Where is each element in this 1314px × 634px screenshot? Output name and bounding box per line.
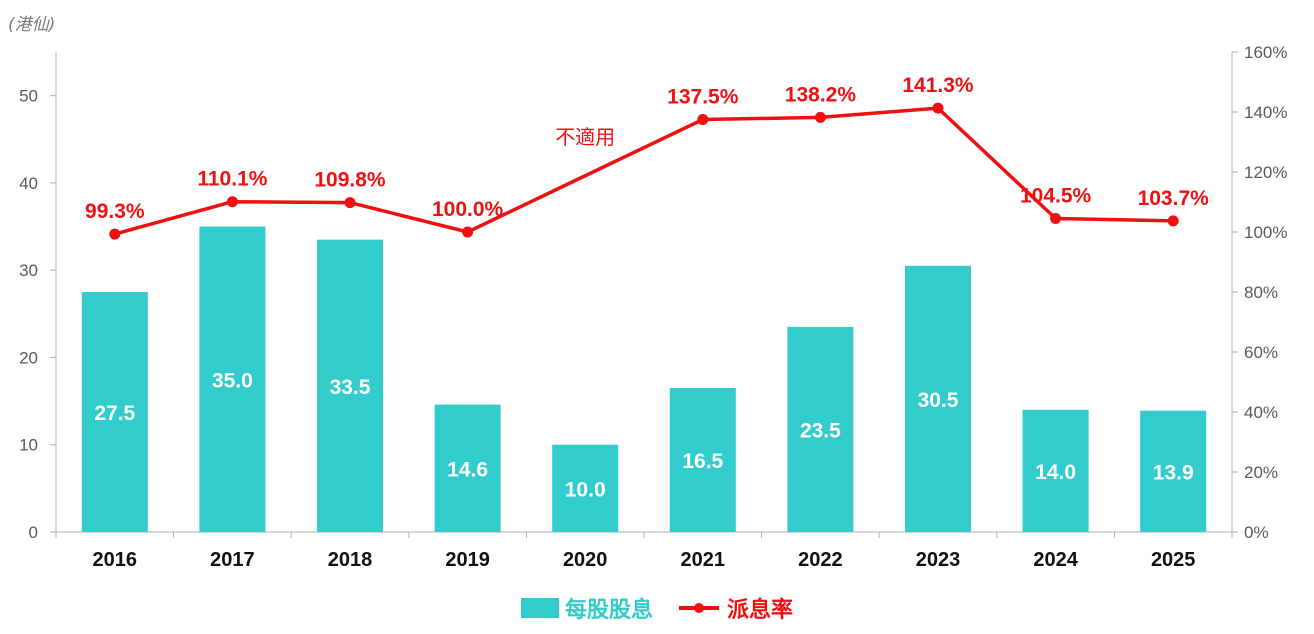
payout-data-label: 138.2% [785, 83, 857, 106]
bar-data-label: 27.5 [94, 402, 135, 425]
bar-data-label: 30.5 [918, 389, 959, 412]
bar [669, 388, 736, 532]
bar-data-label: 14.0 [1035, 461, 1076, 484]
x-tick-label: 2025 [1151, 549, 1196, 571]
x-tick-label: 2024 [1033, 549, 1078, 571]
y-right-tick-label: 40% [1244, 403, 1278, 422]
x-axis-labels: 2016 2017 2018 2019 2020 2021 2022 2023 2024 2025 [93, 549, 1196, 571]
y-left-tick-label: 50 [19, 87, 38, 106]
payout-data-label: 110.1% [197, 168, 267, 191]
x-tick-label: 2020 [563, 549, 608, 571]
legend-line-icon [679, 603, 719, 613]
payout-point [226, 196, 238, 208]
bar [81, 292, 148, 532]
legend-label-payout: 派息率 [727, 598, 794, 623]
y-right-tick-label: 60% [1244, 343, 1278, 362]
y-left-tick-label: 10 [19, 436, 38, 455]
payout-data-label: 104.5% [1020, 185, 1092, 208]
y-left-tick-label: 0 [29, 523, 38, 542]
unit-label: (港仙) [8, 15, 56, 35]
payout-point [697, 114, 709, 125]
y-left-tick-label: 30 [19, 261, 38, 280]
bar-data-label: 35.0 [212, 369, 253, 392]
payout-data-label: 不適用 [555, 126, 615, 149]
bar [905, 265, 971, 532]
bar-labels: 27.5 35.0 33.5 14.6 10.0 16.5 23.5 30.5 14.0 13.9 [94, 369, 1193, 501]
y-right-tick-label: 80% [1244, 283, 1278, 302]
legend-bar-swatch [520, 598, 559, 618]
bar-data-label: 33.5 [330, 376, 371, 399]
legend: 每股股息 派息率 [0, 592, 1314, 624]
legend-label-dividend: 每股股息 [564, 598, 653, 623]
payout-point [462, 226, 474, 238]
bar [552, 444, 619, 532]
payout-data-label: 141.3% [902, 74, 974, 97]
payout-data-label: 99.3% [85, 200, 145, 223]
x-tick-label: 2021 [681, 549, 726, 571]
y-right-tick-label: 140% [1244, 103, 1287, 122]
payout-point [932, 102, 944, 114]
bar-data-label: 14.6 [447, 458, 488, 481]
y-right-tick-label: 160% [1244, 43, 1287, 62]
y-right-tick-label: 120% [1244, 163, 1287, 182]
bars [81, 226, 1207, 533]
payout-line [109, 102, 1179, 240]
y-right-tick-label: 100% [1244, 223, 1287, 242]
y-left-tick-label: 20 [19, 348, 38, 367]
bar [1022, 409, 1089, 532]
x-tick-label: 2017 [210, 549, 255, 571]
payout-point [344, 197, 356, 209]
payout-data-label: 103.7% [1138, 187, 1210, 210]
y-right-tick-label: 20% [1244, 463, 1278, 482]
bar-data-label: 16.5 [682, 450, 723, 473]
y-left-tick-label: 40 [19, 174, 38, 193]
bar [434, 404, 501, 532]
y-right-tick-label: 0% [1244, 523, 1269, 542]
bar [317, 239, 383, 533]
payout-point [109, 228, 121, 240]
payout-point [1167, 215, 1179, 227]
x-tick-label: 2019 [445, 549, 490, 571]
x-tick-label: 2016 [93, 549, 138, 571]
payout-data-label: 100.0% [432, 198, 504, 221]
x-tick-label: 2022 [798, 549, 843, 571]
x-tick-label: 2023 [916, 549, 961, 571]
bar-data-label: 10.0 [565, 478, 606, 501]
payout-series-line [114, 106, 1174, 236]
payout-data-label: 137.5% [667, 86, 739, 109]
x-tick-label: 2018 [328, 549, 373, 571]
bar-data-label: 13.9 [1153, 461, 1194, 484]
line-labels: 99.3% 110.1% 109.8% 100.0% 不適用 137.5% 138.2% 14… [85, 74, 1209, 223]
bar-data-label: 23.5 [800, 419, 841, 442]
bar [787, 326, 854, 532]
payout-data-label: 109.8% [314, 169, 386, 192]
bar [1140, 410, 1207, 532]
legend-item-payout: 派息率 [677, 592, 793, 624]
payout-point [814, 111, 826, 123]
payout-point [1050, 213, 1062, 224]
bar [199, 226, 266, 532]
legend-item-dividend: 每股股息 [520, 592, 653, 624]
